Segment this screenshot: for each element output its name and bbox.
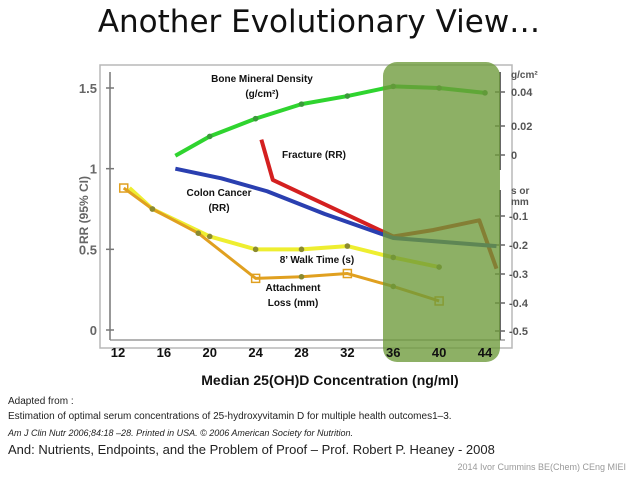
bmd-axis-label: 0.04 (511, 87, 533, 99)
walk-axis-label: -0.3 (509, 269, 528, 281)
walk-axis-unit: mm (511, 197, 529, 208)
walk-axis-label: -0.1 (509, 211, 528, 223)
data-point (298, 246, 305, 253)
annotation-fracture: Fracture (RR) (282, 150, 346, 161)
adapted-from: Adapted from : (8, 396, 74, 407)
and-line: And: Nutrients, Endpoints, and the Probl… (8, 442, 495, 457)
x-tick-label: 36 (386, 345, 400, 360)
highlight-band (383, 62, 500, 362)
credit: 2014 Ivor Cummins BE(Chem) CEng MIEI (457, 462, 626, 472)
y-tick-label: 0.5 (79, 242, 97, 257)
x-tick-label: 20 (203, 345, 217, 360)
annotation-colon: (RR) (208, 203, 229, 214)
bmd-axis-label: 0.02 (511, 121, 532, 133)
data-point (206, 233, 213, 240)
bmd-axis-label: 0 (511, 150, 517, 162)
x-tick-label: 28 (294, 345, 308, 360)
walk-axis-unit: s or (511, 186, 529, 197)
walk-axis-label: -0.5 (509, 326, 528, 338)
y-tick-label: 0 (90, 323, 97, 338)
data-point (342, 268, 353, 279)
data-point (250, 273, 261, 284)
walk-axis-label: -0.4 (509, 298, 529, 310)
data-point (298, 101, 305, 107)
x-axis-title: Median 25(OH)D Concentration (ng/ml) (201, 372, 459, 388)
annotation-attachment: Loss (mm) (268, 298, 319, 309)
x-tick-label: 44 (478, 345, 493, 360)
annotation-walk: 8’ Walk Time (s) (280, 255, 354, 266)
y-tick-label: 1 (90, 162, 97, 177)
citation: Am J Clin Nutr 2006;84:18 –28. Printed i… (8, 428, 353, 438)
data-point (344, 93, 351, 99)
y-tick-label: 1.5 (79, 81, 97, 96)
walk-axis-label: -0.2 (509, 240, 528, 252)
annotation-bmd: Bone Mineral Density (211, 74, 313, 85)
data-point (206, 133, 213, 140)
slide-title: Another Evolutionary View… (97, 4, 541, 40)
data-point (298, 273, 305, 280)
annotation-bmd: (g/cm²) (245, 89, 278, 100)
data-point (195, 230, 202, 236)
annotation-attachment: Attachment (265, 283, 321, 294)
x-tick-label: 32 (340, 345, 354, 360)
x-tick-label: 12 (111, 345, 125, 360)
y-axis-title: RR (95% CI) (77, 176, 91, 244)
x-tick-label: 16 (157, 345, 171, 360)
data-point (252, 115, 259, 122)
data-point (118, 183, 129, 193)
data-point (149, 206, 156, 212)
bmd-axis-unit: g/cm² (511, 70, 538, 81)
source-line: Estimation of optimal serum concentratio… (8, 411, 452, 422)
data-point (344, 243, 351, 249)
x-tick-label: 40 (432, 345, 446, 360)
x-tick-label: 24 (248, 345, 263, 360)
annotation-colon: Colon Cancer (186, 188, 251, 199)
data-point (252, 246, 259, 253)
